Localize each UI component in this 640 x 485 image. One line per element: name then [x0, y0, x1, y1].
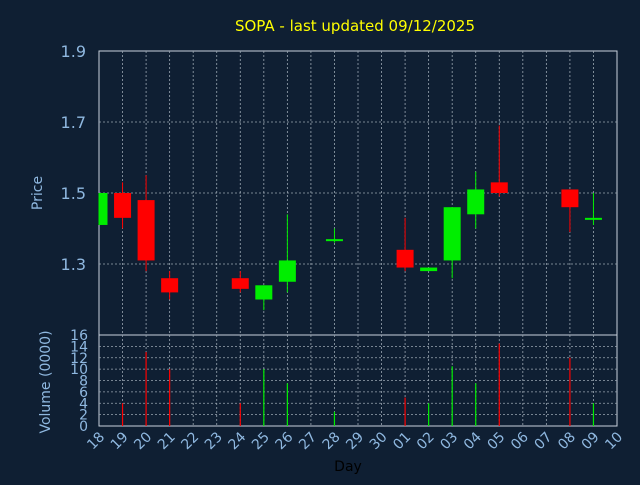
x-tick-label: 09: [579, 429, 603, 453]
x-tick-label: 19: [108, 429, 132, 453]
x-tick-label: 27: [296, 429, 320, 453]
candle-body: [255, 285, 273, 300]
volume-bars: [121, 343, 595, 426]
price-tick-label: 1.3: [61, 255, 86, 274]
x-tick-label: 25: [249, 429, 273, 453]
x-tick-label: 04: [461, 429, 485, 453]
x-tick-label: 23: [202, 429, 226, 453]
price-axis-label: Price: [30, 176, 46, 210]
x-tick-label: 07: [532, 429, 556, 453]
price-tick-label: 1.5: [61, 184, 86, 203]
x-tick-label: 29: [343, 429, 367, 453]
candle-body: [467, 189, 485, 215]
volume-tick-label: 10: [70, 362, 88, 378]
candle-body: [278, 260, 296, 282]
candle-body: [443, 207, 461, 261]
candle-body: [231, 278, 249, 289]
candle-body: [490, 182, 508, 193]
volume-tick-label: 16: [70, 328, 88, 344]
candle-body: [137, 200, 155, 261]
x-axis-label: Day: [334, 459, 362, 475]
x-tick-label: 03: [437, 429, 461, 453]
x-tick-label: 26: [273, 429, 297, 453]
volume-grid: [99, 335, 617, 426]
volume-tick-label: 2: [79, 408, 88, 424]
volume-tick-label: 8: [79, 374, 88, 390]
x-tick-label: 30: [367, 429, 391, 453]
candle-body: [161, 278, 179, 293]
volume-tick-label: 12: [70, 351, 88, 367]
price-panel: 1.9 1.7 1.5 1.3 Price: [30, 42, 618, 336]
price-tick-labels: 1.9 1.7 1.5 1.3: [61, 42, 86, 274]
volume-tick-label: 14: [70, 339, 88, 355]
x-tick-label: 20: [131, 429, 155, 453]
x-tick-label: 08: [555, 429, 579, 453]
candle-body: [99, 193, 108, 225]
x-tick-label: 05: [484, 429, 508, 453]
x-tick-label: 21: [155, 429, 179, 453]
volume-tick-label: 0: [79, 419, 88, 435]
candle-body: [325, 239, 343, 242]
volume-tick-label: 4: [79, 396, 88, 412]
price-tick-label: 1.9: [61, 42, 86, 61]
x-tick-labels: 18 19 20 21 22 23 24 25 26 27 28 29 30 01 02 03 04 05 06 07…: [84, 429, 626, 453]
candles: [98, 125, 602, 311]
chart-title: SOPA - last updated 09/12/2025: [235, 17, 475, 35]
x-tick-label: 02: [414, 429, 438, 453]
candle-body: [561, 189, 579, 208]
candle-body: [584, 217, 602, 220]
x-tick-label: 22: [178, 429, 202, 453]
candle-body: [396, 249, 414, 268]
x-tick-label: 28: [320, 429, 344, 453]
x-tick-label: 10: [602, 429, 626, 453]
price-tick-label: 1.7: [61, 113, 86, 132]
candle-body: [114, 193, 132, 218]
volume-tick-label: 6: [79, 385, 88, 401]
volume-axis-label: Volume (0000): [38, 330, 54, 433]
x-tick-label: 06: [508, 429, 532, 453]
candle-body: [420, 267, 438, 272]
x-tick-label: 01: [390, 429, 414, 453]
x-tick-label: 24: [225, 429, 249, 453]
